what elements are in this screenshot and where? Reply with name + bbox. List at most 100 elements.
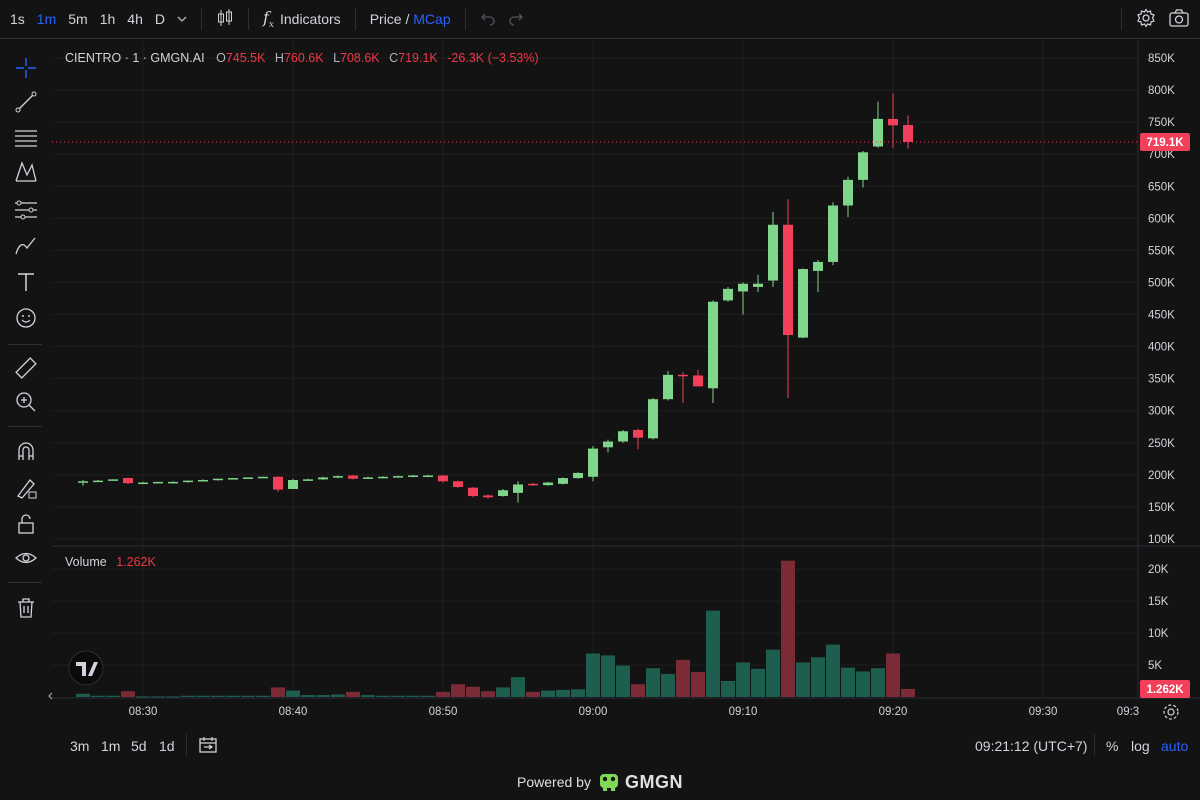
candle-body <box>378 476 388 479</box>
volume-bar <box>286 690 300 697</box>
magnet-icon[interactable] <box>12 438 40 466</box>
candle-body <box>123 478 133 484</box>
indicators-button[interactable]: fx Indicators <box>257 8 347 30</box>
range-1m[interactable]: 1m <box>101 738 121 754</box>
settings-gear-icon[interactable] <box>1130 7 1162 31</box>
volume-bar <box>826 644 840 697</box>
volume-bar <box>586 653 600 697</box>
interval-4h[interactable]: 4h <box>127 11 143 27</box>
fib-retracement-icon[interactable] <box>12 124 40 152</box>
interval-1m[interactable]: 1m <box>36 11 57 27</box>
candle-body <box>903 125 913 142</box>
candle-body <box>633 429 643 438</box>
pattern-icon[interactable] <box>12 158 40 186</box>
volume-bars <box>76 560 915 698</box>
candle-body <box>678 374 688 377</box>
volume-bar <box>901 688 915 697</box>
clock-time[interactable]: 09:21:12 (UTC+7) <box>975 738 1088 754</box>
candle-type-icon[interactable] <box>210 8 240 31</box>
price-candles <box>78 93 913 503</box>
time-tick-label: 08:40 <box>279 706 308 718</box>
candle-body <box>93 480 103 483</box>
lock-drawing-icon[interactable] <box>12 474 40 502</box>
candle-body <box>108 479 118 481</box>
open-value: 745.5K <box>225 51 266 65</box>
volume-bar <box>616 665 630 697</box>
candle-body <box>648 399 658 439</box>
log-toggle[interactable]: log <box>1131 738 1150 754</box>
volume-tick-label: 20K <box>1148 564 1169 576</box>
undo-icon[interactable] <box>474 10 502 29</box>
interval-5m[interactable]: 5m <box>68 11 88 27</box>
date-range-icon[interactable] <box>198 735 218 758</box>
symbol-title[interactable]: CIENTRO · 1 · GMGN.AI <box>65 51 205 65</box>
last-volume-badge <box>1140 680 1190 698</box>
text-icon[interactable] <box>12 268 40 296</box>
powered-by-footer: Powered by GMGN <box>0 768 1200 796</box>
volume-bar <box>121 691 135 697</box>
auto-toggle[interactable]: auto <box>1161 738 1189 754</box>
lock-icon[interactable] <box>12 510 40 538</box>
eye-icon[interactable] <box>12 544 40 572</box>
candle-body <box>138 482 148 485</box>
interval-1s[interactable]: 1s <box>10 11 25 27</box>
price-tick-label: 550K <box>1148 245 1175 257</box>
range-5d[interactable]: 5d <box>131 738 147 754</box>
candle-body <box>288 479 298 489</box>
top-toolbar: 1s 1m 5m 1h 4h D fx Indicators Price / M… <box>0 0 1200 38</box>
volume-bar <box>556 689 570 697</box>
trash-icon[interactable] <box>12 594 40 622</box>
zoom-in-icon[interactable] <box>12 388 40 416</box>
price-mcap-toggle[interactable]: Price / MCap <box>364 11 457 27</box>
candle-body <box>663 374 673 400</box>
candle-body <box>363 477 373 479</box>
ruler-icon[interactable] <box>12 354 40 382</box>
volume-bar <box>346 691 360 697</box>
gear-teeth <box>1163 704 1179 720</box>
price-tick-label: 850K <box>1148 53 1175 65</box>
interval-1d[interactable]: D <box>154 11 165 27</box>
open-label: O <box>216 51 226 65</box>
candle-body <box>423 475 433 478</box>
volume-bar <box>661 673 675 697</box>
volume-bar <box>706 610 720 697</box>
range-3m[interactable]: 3m <box>70 738 90 754</box>
percent-toggle[interactable]: % <box>1106 738 1119 754</box>
volume-bar <box>361 695 375 697</box>
volume-bar <box>376 695 390 697</box>
emoji-icon[interactable] <box>12 304 40 332</box>
forecast-icon[interactable] <box>12 196 40 224</box>
tv-logo-mark <box>76 662 98 676</box>
tradingview-logo-icon <box>68 650 104 686</box>
candle-body <box>258 476 268 479</box>
volume-bar <box>436 691 450 697</box>
volume-label: Volume <box>65 555 107 569</box>
trendline-icon[interactable] <box>12 88 40 116</box>
price-tick-label: 750K <box>1148 117 1175 129</box>
interval-1h[interactable]: 1h <box>99 11 116 27</box>
candle-body <box>228 478 238 480</box>
time-tick-label: 08:50 <box>429 706 458 718</box>
volume-bar <box>91 695 105 697</box>
candle-body <box>588 448 598 477</box>
brush-icon[interactable] <box>12 232 40 260</box>
volume-bar <box>241 695 255 697</box>
volume-bar <box>76 693 90 697</box>
interval-dropdown-icon[interactable] <box>171 11 193 27</box>
volume-tick-label: 15K <box>1148 596 1169 608</box>
redo-icon[interactable] <box>502 10 530 29</box>
time-tick-label: 09:00 <box>579 706 608 718</box>
crosshair-icon[interactable] <box>12 54 40 82</box>
camera-icon[interactable] <box>1162 8 1196 31</box>
candle-body <box>753 283 763 287</box>
last-price-badge <box>1140 132 1190 151</box>
chart-axes: 100K 150K 200K 250K 300K 350K 400K 450K 500K 550K… <box>48 40 1200 720</box>
candle-body <box>273 476 283 490</box>
price-tick-label: 600K <box>1148 213 1175 225</box>
candle-body <box>438 475 448 482</box>
range-1d[interactable]: 1d <box>159 738 175 754</box>
volume-bar <box>811 657 825 697</box>
volume-bar <box>316 695 330 697</box>
candle-body <box>183 480 193 483</box>
